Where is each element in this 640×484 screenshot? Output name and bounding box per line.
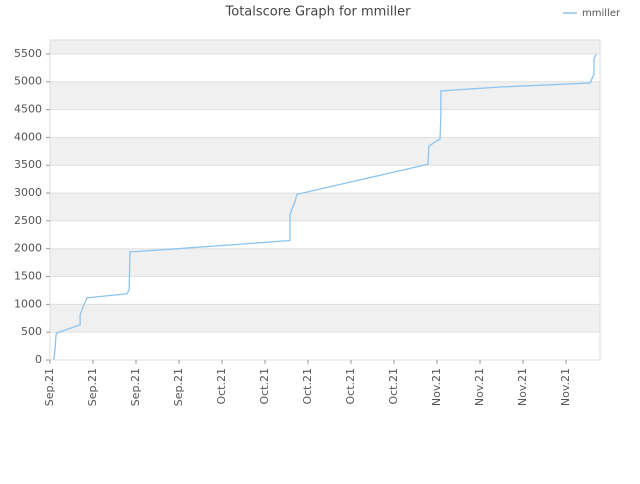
x-tick-label: Sep.21: [129, 368, 142, 406]
x-tick-label: Sep.21: [172, 368, 185, 406]
y-tick-label: 2000: [14, 242, 42, 255]
x-tick-label: Nov.21: [473, 368, 486, 406]
x-tick-label: Nov.21: [559, 368, 572, 406]
x-tick-label: Oct.21: [344, 368, 357, 405]
grid-band: [50, 40, 600, 54]
y-tick-label: 500: [21, 325, 42, 338]
y-tick-label: 4500: [14, 103, 42, 116]
y-tick-label: 4000: [14, 130, 42, 143]
y-tick-label: 2500: [14, 214, 42, 227]
x-tick-label: Oct.21: [258, 368, 271, 405]
x-tick-label: Sep.21: [86, 368, 99, 406]
x-tick-label: Oct.21: [301, 368, 314, 405]
x-tick-label: Nov.21: [516, 368, 529, 406]
y-tick-label: 1000: [14, 297, 42, 310]
y-tick-label: 0: [35, 353, 42, 366]
x-tick-label: Oct.21: [387, 368, 400, 405]
grid-band: [50, 193, 600, 221]
grid-band: [50, 137, 600, 166]
grid-band: [50, 304, 600, 333]
legend-label: mmiller: [582, 8, 621, 19]
grid-band: [50, 248, 600, 277]
y-tick-label: 1500: [14, 270, 42, 283]
chart-title: Totalscore Graph for mmiller: [225, 5, 412, 20]
x-tick-label: Nov.21: [430, 368, 443, 406]
y-tick-label: 3500: [14, 158, 42, 171]
x-tick-label: Oct.21: [215, 368, 228, 405]
x-tick-label: Sep.21: [43, 368, 56, 406]
y-tick-label: 5000: [14, 75, 42, 88]
series-line: [53, 53, 597, 361]
y-tick-label: 5500: [14, 47, 42, 60]
y-tick-label: 3000: [14, 186, 42, 199]
